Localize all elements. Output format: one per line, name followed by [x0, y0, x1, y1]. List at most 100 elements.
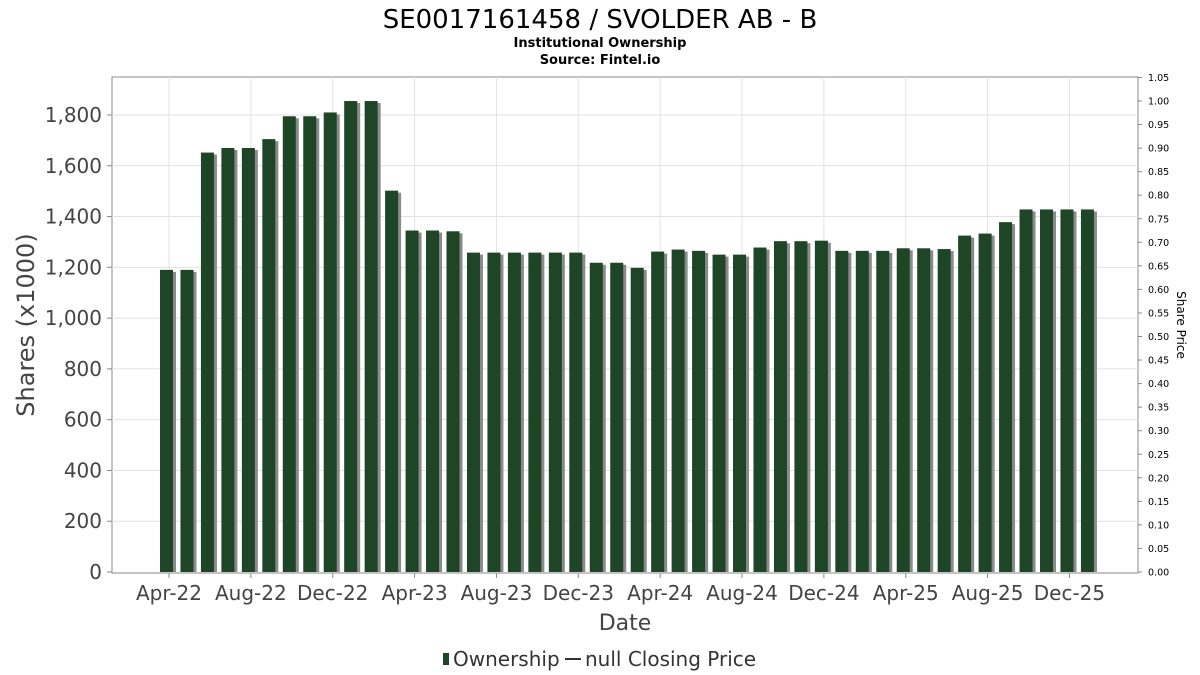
y2-tick-label: 0.50: [1148, 332, 1169, 343]
bar: [671, 249, 685, 573]
legend-ownership-label: Ownership: [453, 647, 560, 671]
legend-price-label: null Closing Price: [585, 647, 756, 671]
x-tick-label: Aug-24: [706, 581, 778, 605]
bar: [753, 247, 767, 572]
y2-tick-label: 0.20: [1148, 473, 1169, 484]
y-tick-label: 1,000: [45, 306, 102, 330]
bar: [917, 248, 931, 572]
legend-ownership-swatch: [443, 653, 449, 665]
bar: [160, 269, 173, 572]
bar: [344, 101, 358, 573]
bar: [692, 250, 706, 572]
chart-title: SE0017161458 / SVOLDER AB - B: [383, 5, 818, 35]
chart-subtitle: Institutional Ownership: [514, 36, 687, 51]
bar: [999, 222, 1013, 572]
bar: [610, 262, 624, 572]
y2-tick-label: 0.75: [1148, 214, 1169, 225]
bar: [282, 116, 296, 573]
bar: [487, 252, 501, 572]
x-tick-label: Apr-22: [136, 581, 202, 605]
bar: [180, 269, 194, 572]
y-tick-label: 1,600: [45, 154, 102, 178]
y2-tick-label: 0.70: [1148, 238, 1169, 249]
y2-tick-label: 0.35: [1148, 403, 1169, 414]
bar: [221, 148, 235, 572]
y2-tick-label: 0.15: [1148, 497, 1169, 508]
y-tick-label: 0: [89, 560, 102, 584]
y2-axis-label: Share Price: [1174, 291, 1188, 359]
bar: [855, 250, 869, 572]
y-tick-label: 400: [64, 458, 102, 482]
bar: [1080, 209, 1094, 573]
x-tick-label: Dec-23: [543, 581, 614, 605]
x-tick-label: Dec-24: [788, 581, 859, 605]
x-tick-label: Apr-23: [382, 581, 448, 605]
bar: [426, 230, 440, 572]
bar: [323, 112, 337, 572]
bar: [773, 241, 787, 572]
x-tick-label: Apr-25: [873, 581, 939, 605]
chart-source: Source: Fintel.io: [540, 53, 661, 68]
x-tick-label: Apr-24: [627, 581, 693, 605]
bar: [630, 267, 644, 572]
bar: [405, 230, 419, 572]
y2-tick-label: 0.95: [1148, 120, 1169, 131]
bar: [385, 190, 399, 573]
y-tick-label: 1,800: [45, 103, 102, 127]
y2-axis-ticks: 0.00 0.05 0.10 0.15 0.20 0.25 0.30 0.35 0.40 0.45…: [1138, 73, 1169, 579]
bar: [651, 251, 665, 572]
x-axis-ticks: Apr-22 Aug-22 Dec-22 Apr-23 Aug-23 Dec-23 Apr-…: [136, 573, 1105, 605]
y2-tick-label: 0.30: [1148, 426, 1169, 437]
y2-tick-label: 0.60: [1148, 285, 1169, 296]
bar: [1039, 209, 1053, 573]
bar: [303, 116, 317, 573]
y2-tick-label: 0.80: [1148, 191, 1169, 202]
y2-tick-label: 0.25: [1148, 450, 1169, 461]
y2-tick-label: 0.90: [1148, 144, 1169, 155]
bar: [241, 148, 255, 572]
x-tick-label: Aug-25: [952, 581, 1024, 605]
bar: [1019, 209, 1033, 573]
bar: [589, 262, 603, 572]
bar: [794, 241, 808, 572]
y2-tick-label: 1.00: [1148, 97, 1169, 108]
y2-tick-label: 0.65: [1148, 261, 1169, 272]
bar: [876, 250, 890, 572]
bar: [958, 235, 972, 572]
x-tick-label: Dec-22: [297, 581, 368, 605]
bar: [200, 152, 214, 572]
y2-tick-label: 0.10: [1148, 520, 1169, 531]
y-axis-label: Shares (x1000): [12, 233, 40, 416]
x-tick-label: Aug-23: [461, 581, 533, 605]
x-axis-label: Date: [599, 611, 652, 636]
bar: [466, 252, 480, 572]
bar: [835, 250, 849, 572]
x-tick-label: Dec-25: [1034, 581, 1105, 605]
bar: [446, 231, 460, 572]
y2-tick-label: 0.55: [1148, 308, 1169, 319]
bar: [733, 254, 747, 572]
bar: [712, 254, 726, 572]
y-tick-label: 1,200: [45, 255, 102, 279]
y-axis-ticks: 0 200 400 600 800 1,000 1,200 1,400 1,600 1,800: [45, 103, 112, 584]
bar: [1060, 209, 1074, 573]
legend: Ownership null Closing Price: [443, 647, 756, 671]
y2-tick-label: 0.85: [1148, 167, 1169, 178]
y-tick-label: 200: [64, 509, 102, 533]
bar: [262, 139, 276, 572]
y-tick-label: 800: [64, 357, 102, 381]
y-tick-label: 1,400: [45, 205, 102, 229]
y-tick-label: 600: [64, 408, 102, 432]
bar: [896, 248, 910, 572]
bar: [937, 249, 951, 572]
bar: [548, 252, 562, 572]
y2-tick-label: 0.00: [1148, 568, 1169, 579]
bar: [978, 233, 992, 573]
bars-group: [160, 101, 1097, 573]
y2-tick-label: 0.40: [1148, 379, 1169, 390]
bar: [569, 252, 583, 572]
bar: [814, 240, 828, 573]
x-tick-label: Aug-22: [215, 581, 287, 605]
bar: [507, 252, 521, 572]
